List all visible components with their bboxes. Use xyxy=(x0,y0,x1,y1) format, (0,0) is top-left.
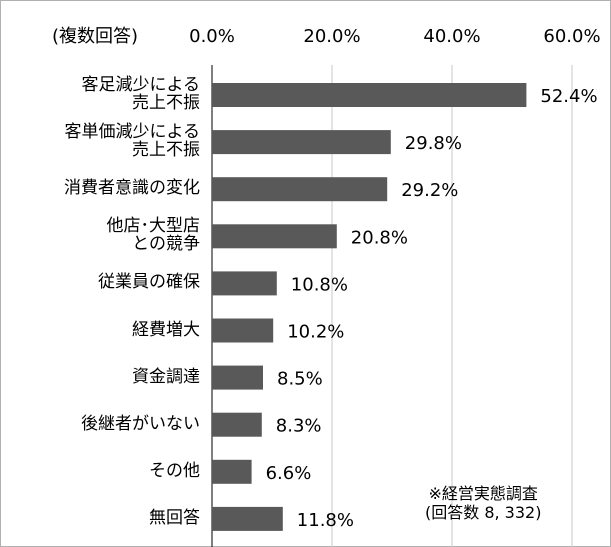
value-label: 10.2% xyxy=(287,322,344,343)
category-label: 従業員の確保 xyxy=(98,272,200,293)
value-label: 11.8% xyxy=(297,510,354,531)
bar xyxy=(212,459,252,484)
bar xyxy=(212,130,391,155)
category-label: その他 xyxy=(149,460,200,481)
value-label: 10.8% xyxy=(291,274,348,295)
value-label: 52.4% xyxy=(540,86,597,107)
category-label: 客単価減少による 売上不振 xyxy=(64,122,201,161)
annotation: ※経営実態調査 (回答数 8, 332) xyxy=(425,484,542,523)
bar xyxy=(212,506,283,531)
bar xyxy=(212,365,263,390)
x-tick-label: 40.0% xyxy=(423,26,480,47)
x-tick-label: 20.0% xyxy=(303,26,360,47)
bar xyxy=(212,412,262,437)
bar xyxy=(212,224,337,249)
bar xyxy=(212,271,277,296)
bar xyxy=(212,83,527,107)
x-tick-label: 0.0% xyxy=(189,26,235,47)
value-label: 8.3% xyxy=(276,416,322,437)
category-label: 経費増大 xyxy=(132,319,200,340)
value-label: 20.8% xyxy=(351,227,408,248)
bar xyxy=(212,177,388,202)
category-label: 後継者がいない xyxy=(81,413,200,434)
category-label: 消費者意識の変化 xyxy=(64,178,200,199)
chart-subtitle: (複数回答) xyxy=(52,26,138,47)
bar xyxy=(212,318,274,343)
category-label: 客足減少による 売上不振 xyxy=(81,75,201,113)
category-label: 他店･大型店 との競争 xyxy=(106,216,201,255)
x-tick-label: 60.0% xyxy=(543,26,600,47)
category-label: 無回答 xyxy=(149,507,200,528)
value-label: 8.5% xyxy=(277,369,323,390)
value-label: 29.2% xyxy=(401,180,458,201)
value-label: 29.8% xyxy=(405,133,462,154)
category-label: 資金調達 xyxy=(132,366,200,387)
value-label: 6.6% xyxy=(266,463,312,484)
